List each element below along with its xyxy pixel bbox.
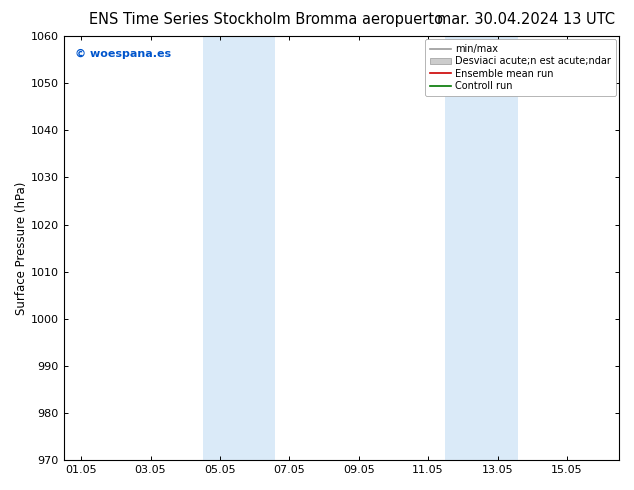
Text: mar. 30.04.2024 13 UTC: mar. 30.04.2024 13 UTC <box>437 12 615 27</box>
Bar <box>446 36 519 460</box>
Legend: min/max, Desviaci acute;n est acute;ndar, Ensemble mean run, Controll run: min/max, Desviaci acute;n est acute;ndar… <box>425 39 616 96</box>
Text: ENS Time Series Stockholm Bromma aeropuerto: ENS Time Series Stockholm Bromma aeropue… <box>89 12 443 27</box>
Text: © woespana.es: © woespana.es <box>75 49 171 59</box>
Bar <box>203 36 275 460</box>
Y-axis label: Surface Pressure (hPa): Surface Pressure (hPa) <box>15 181 28 315</box>
